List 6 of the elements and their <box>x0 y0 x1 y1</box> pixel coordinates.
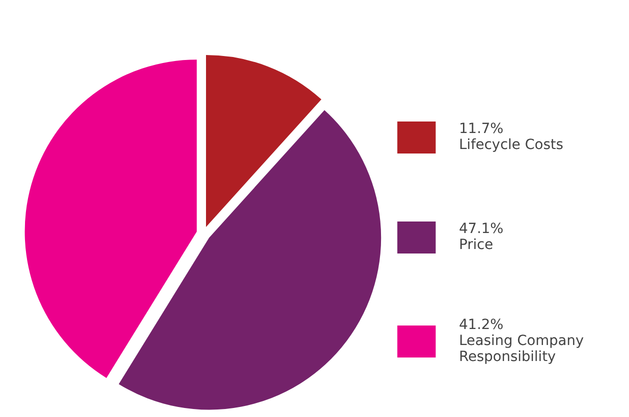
data-label: 41.2% <box>459 317 504 333</box>
legend-label: Price <box>459 237 494 253</box>
data-label: 11.7% <box>459 121 504 137</box>
legend-label: Lifecycle Costs <box>459 137 564 153</box>
legend-label: Leasing Company Responsibility <box>459 333 584 365</box>
data-label: 47.1% <box>459 221 504 237</box>
